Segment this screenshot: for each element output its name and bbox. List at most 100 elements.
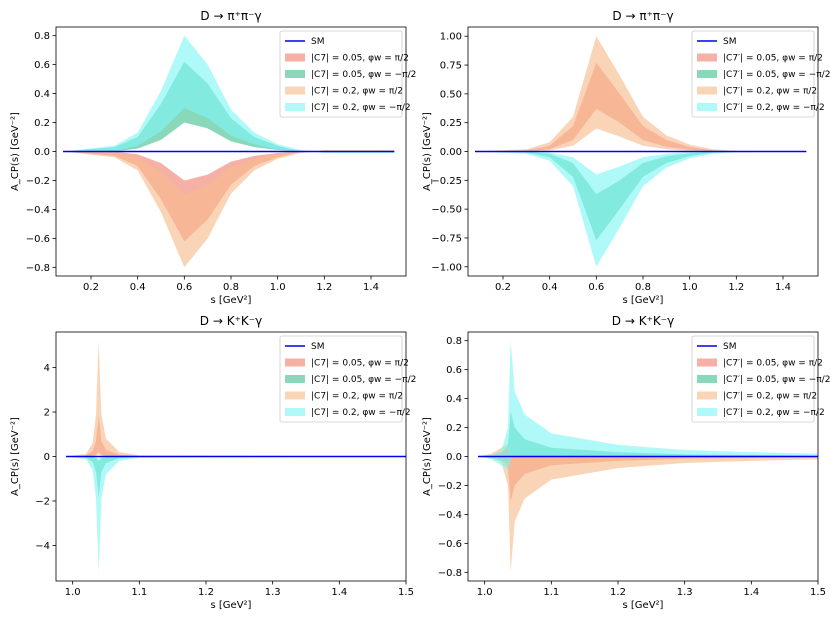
legend-box: [691, 335, 815, 423]
legend: SM |C7| = 0.05, φw = π/2 |C7| = 0.05, φw =…: [279, 30, 416, 118]
legend-label-1: |C7| = 0.05, φw = π/2: [311, 359, 409, 369]
chart-panel-3: 1.0 1.1 1.2 1.3 1.4 1.5 −4 −2 0 2 4 D → K⁺K⁻γ s [GeV…: [10, 314, 416, 611]
x-tick-label: 1.2: [610, 587, 626, 598]
legend-label-1: |C7′| = 0.05, φw = π/2: [723, 54, 823, 64]
y-tick-label: 4: [44, 363, 50, 374]
legend-swatch-2: [697, 70, 717, 78]
legend-swatch-1: [285, 53, 305, 62]
legend-swatch-3: [285, 86, 305, 95]
x-tick-label: 1.2: [316, 282, 332, 293]
bands: [478, 340, 818, 573]
x-tick-label: 1.4: [363, 282, 379, 293]
y-axis-label: A_CP(s) [GeV⁻²]: [10, 112, 21, 191]
legend-label-4: |C7′| = 0.2, φw = −π/2: [723, 103, 825, 113]
chart-title: D → π⁺π⁻γ: [612, 9, 673, 23]
legend-swatch-2: [697, 375, 717, 383]
bands: [63, 35, 395, 268]
legend-label-sm: SM: [311, 37, 324, 47]
y-tick-label: 2: [44, 408, 50, 419]
legend: SM |C7′| = 0.05, φw = π/2 |C7′| = 0.05, φw…: [691, 335, 830, 423]
bands: [66, 340, 406, 573]
y-tick-label: −0.6: [438, 539, 462, 550]
y-tick-label: −0.75: [431, 233, 462, 244]
x-tick-label: 0.2: [83, 282, 99, 293]
x-tick-label: 0.6: [588, 282, 604, 293]
y-tick-label: −0.8: [26, 263, 50, 274]
x-tick-label: 1.3: [677, 587, 693, 598]
legend-swatch-4: [285, 103, 305, 111]
y-tick-label: 0.4: [446, 394, 462, 405]
y-tick-label: 0.6: [34, 60, 50, 71]
band-series-4: [475, 151, 807, 267]
band-series-3: [66, 340, 406, 457]
legend-swatch-2: [285, 70, 305, 78]
y-tick-label: 0.2: [34, 118, 50, 129]
chart-panel-1: 0.2 0.4 0.6 0.8 1.0 1.2 1.4 −0.8 −0.6 −0.4 −0.2 0.0…: [10, 9, 416, 306]
y-tick-label: 0.8: [446, 336, 462, 347]
x-tick-label: 1.1: [131, 587, 147, 598]
y-tick-label: −0.2: [26, 176, 50, 187]
legend-label-2: |C7| = 0.05, φw = −π/2: [311, 70, 416, 80]
chart-title: D → K⁺K⁻γ: [200, 314, 262, 328]
legend-label-1: |C7′| = 0.05, φw = π/2: [723, 359, 823, 369]
y-axis-label: A_CP(s) [GeV⁻²]: [422, 112, 433, 191]
legend-swatch-3: [697, 86, 717, 95]
band-series-3: [478, 443, 818, 573]
legend: SM |C7′| = 0.05, φw = π/2 |C7′| = 0.05, φw…: [691, 30, 830, 118]
band-series-4: [63, 35, 395, 153]
x-tick-label: 0.8: [635, 282, 651, 293]
y-tick-label: −0.50: [431, 205, 462, 216]
band-series-3: [63, 150, 395, 268]
legend-label-3: |C7′| = 0.2, φw = π/2: [723, 87, 817, 97]
y-tick-label: 0.2: [446, 423, 462, 434]
x-tick-label: 1.0: [65, 587, 81, 598]
legend-swatch-1: [697, 53, 717, 62]
x-tick-label: 0.8: [223, 282, 239, 293]
y-tick-label: −0.8: [438, 568, 462, 579]
y-tick-label: 0.0: [446, 452, 462, 463]
legend-label-sm: SM: [311, 342, 324, 352]
legend-label-3: |C7′| = 0.2, φw = π/2: [723, 392, 817, 402]
x-axis-label: s [GeV²]: [211, 295, 252, 306]
x-tick-label: 1.5: [398, 587, 414, 598]
x-axis-label: s [GeV²]: [623, 295, 664, 306]
chart-title: D → π⁺π⁻γ: [200, 9, 261, 23]
x-tick-label: 0.4: [130, 282, 146, 293]
legend-label-2: |C7| = 0.05, φw = −π/2: [311, 375, 416, 385]
legend-label-4: |C7| = 0.2, φw = −π/2: [311, 103, 411, 113]
legend-label-3: |C7| = 0.2, φw = π/2: [311, 87, 403, 97]
y-tick-label: 0.00: [440, 147, 462, 158]
x-tick-label: 1.1: [543, 587, 559, 598]
legend-box: [279, 335, 403, 423]
y-tick-label: −0.6: [26, 234, 50, 245]
legend-swatch-3: [697, 391, 717, 400]
x-tick-label: 0.2: [495, 282, 511, 293]
legend-label-4: |C7| = 0.2, φw = −π/2: [311, 408, 411, 418]
y-tick-label: −1.00: [431, 262, 462, 273]
legend-label-3: |C7| = 0.2, φw = π/2: [311, 392, 403, 402]
y-axis-label: A_CP(s) [GeV⁻²]: [10, 417, 21, 496]
legend-swatch-4: [697, 103, 717, 111]
legend-box: [279, 30, 403, 118]
x-tick-label: 1.0: [682, 282, 698, 293]
legend-swatch-4: [285, 408, 305, 416]
legend-swatch-1: [697, 358, 717, 367]
x-tick-label: 0.4: [542, 282, 558, 293]
y-tick-label: −0.4: [438, 510, 462, 521]
legend-label-sm: SM: [723, 342, 736, 352]
y-tick-label: 0.4: [34, 89, 50, 100]
x-tick-label: 1.0: [477, 587, 493, 598]
legend-label-2: |C7′| = 0.05, φw = −π/2: [723, 375, 830, 385]
legend-label-2: |C7′| = 0.05, φw = −π/2: [723, 70, 830, 80]
legend-swatch-1: [285, 358, 305, 367]
y-tick-label: −0.2: [438, 481, 462, 492]
y-tick-label: 0.0: [34, 147, 50, 158]
y-axis-label: A_CP(s) [GeV⁻²]: [422, 417, 433, 496]
y-tick-label: 0.8: [34, 31, 50, 42]
y-tick-label: 1.00: [440, 32, 462, 43]
x-tick-label: 0.6: [176, 282, 192, 293]
legend-swatch-3: [285, 391, 305, 400]
x-tick-label: 1.4: [775, 282, 791, 293]
x-axis-label: s [GeV²]: [623, 600, 664, 611]
